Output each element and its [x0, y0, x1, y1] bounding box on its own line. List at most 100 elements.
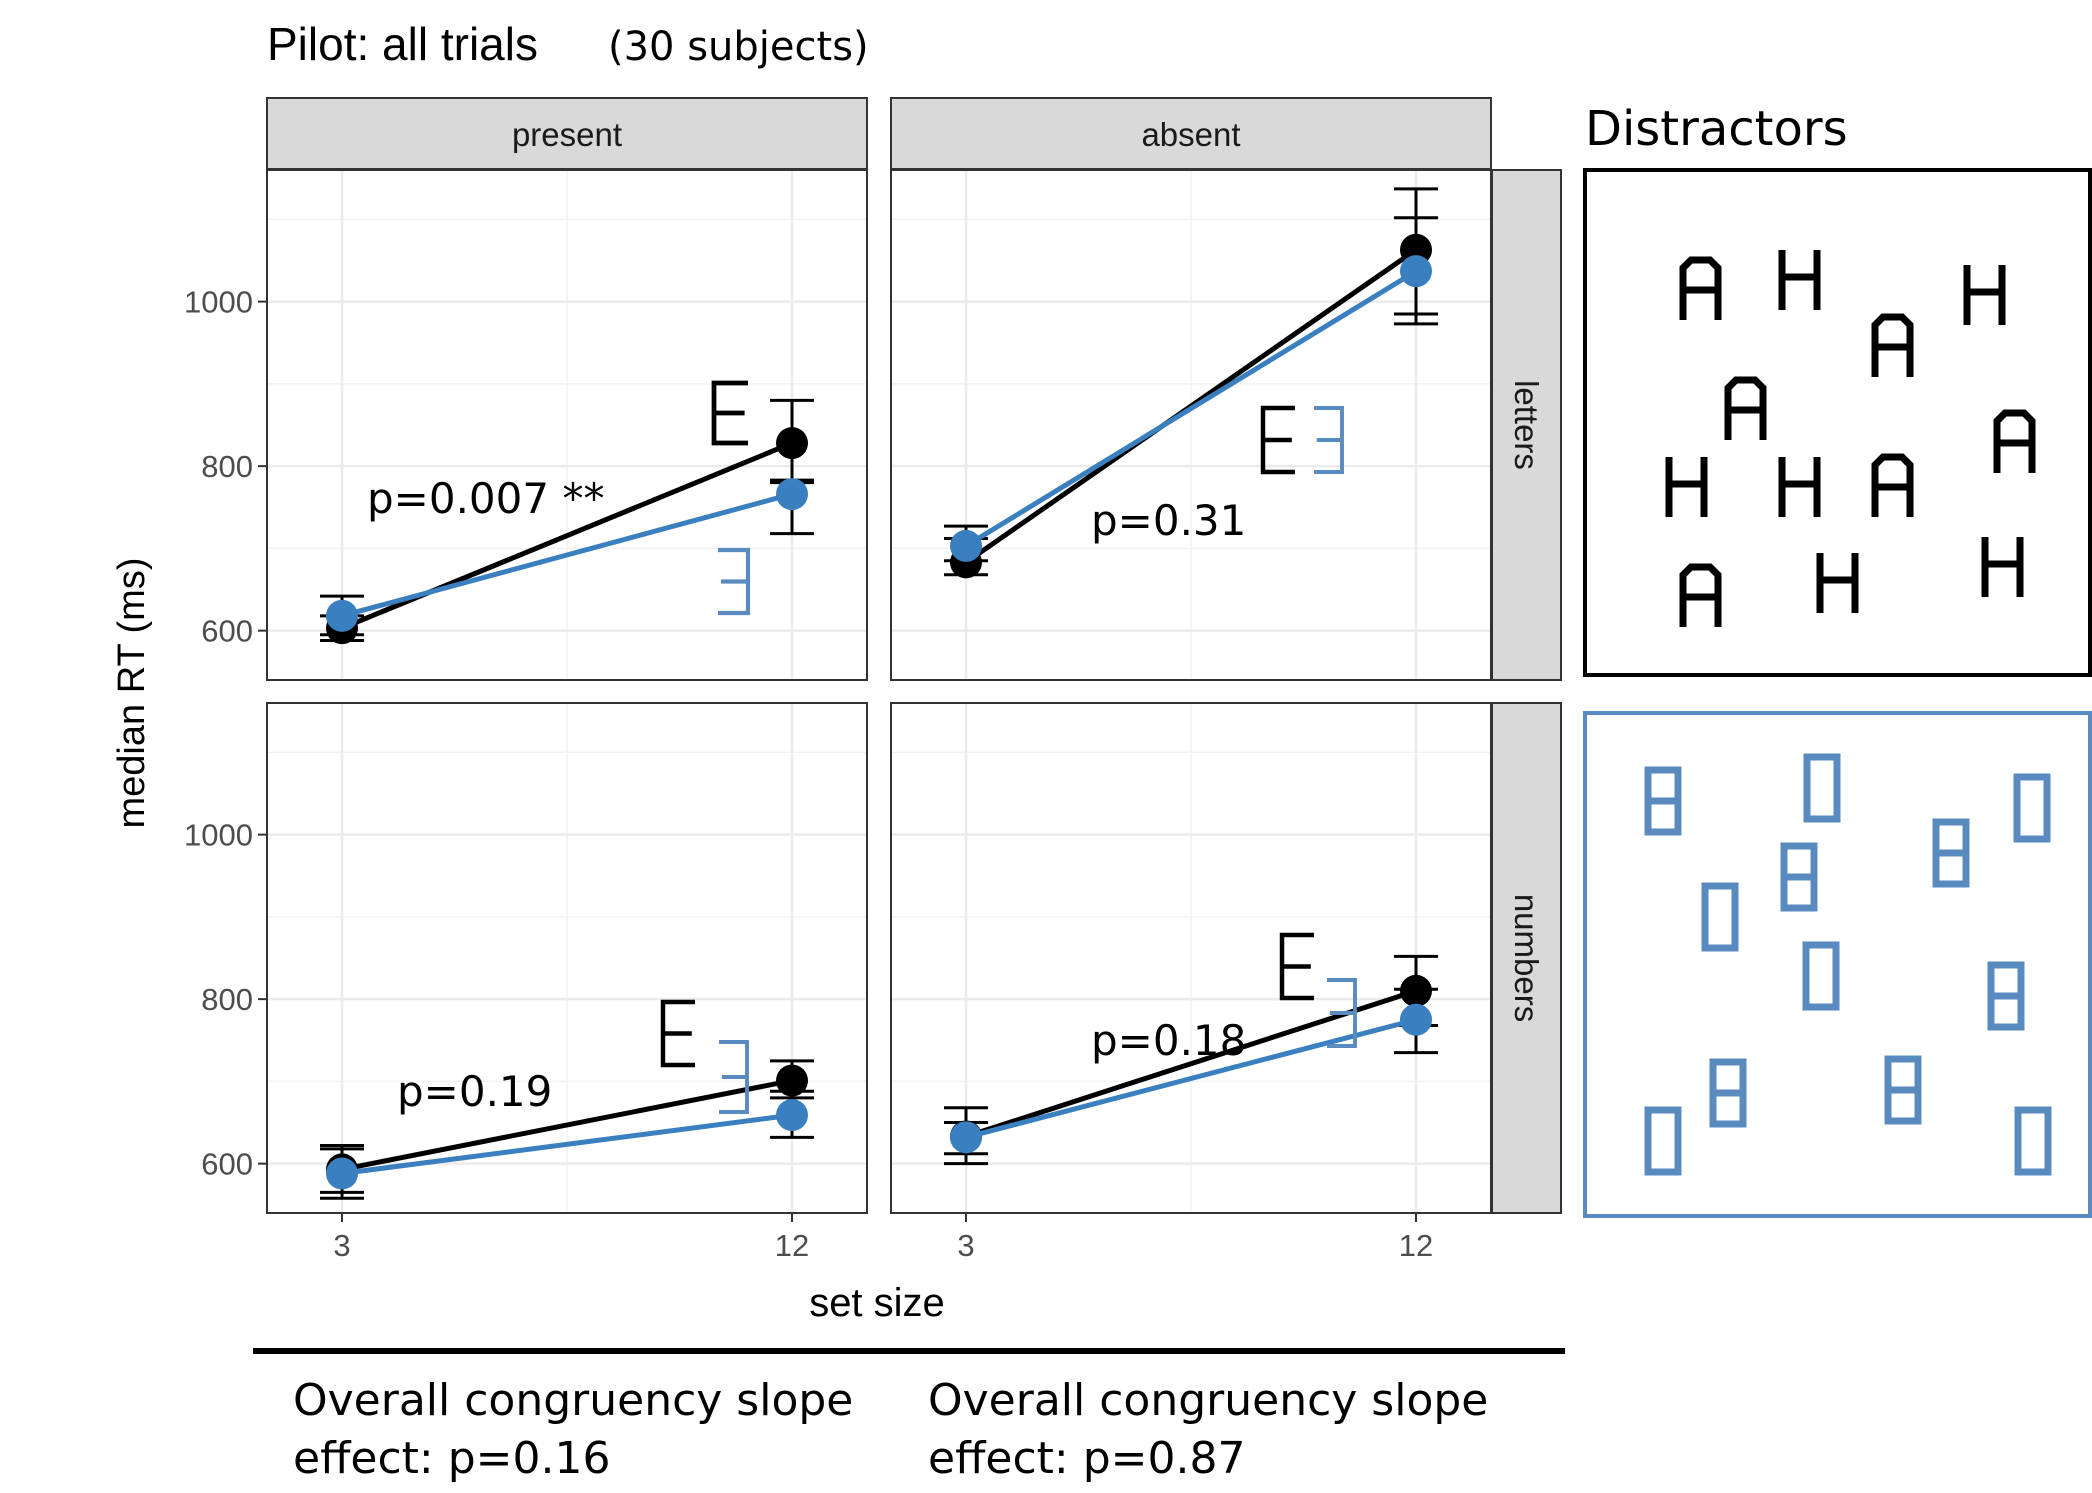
letters-distractor-glyphs: [1665, 250, 2036, 627]
series-line: [965, 1017, 1417, 1140]
series-line: [341, 1112, 793, 1176]
glyph-e-black: [1279, 932, 1314, 1001]
p-value-annotation: p=0.007 **: [367, 474, 604, 523]
glyph-stroke: [1871, 313, 1914, 377]
p-value-annotation: p=0.31: [1091, 496, 1246, 545]
facet-strip-label: absent: [1141, 116, 1240, 153]
footnote-left-line1: Overall congruency slope: [293, 1375, 853, 1426]
glyph-e-mirrored-blue: [718, 547, 751, 616]
facet-strip-label: numbers: [1508, 894, 1545, 1022]
y-axis-label: median RT (ms): [111, 558, 153, 829]
x-tick-label: 3: [333, 1228, 350, 1263]
panel-border: [890, 169, 1492, 681]
series-line: [341, 491, 793, 619]
panel-border: [890, 702, 1492, 1214]
glyph-letter-a: [1871, 313, 1914, 377]
data-point: [1400, 1003, 1432, 1036]
glyph-e-mirrored-blue: [719, 1040, 749, 1114]
glyph-letter-h: [1981, 537, 2024, 597]
glyph-stroke: [1724, 376, 1767, 440]
data-point: [776, 427, 808, 460]
panel-absent-numbers: p=0.18: [890, 702, 1492, 1214]
footnote-right-line1: Overall congruency slope: [928, 1375, 1488, 1426]
glyph-e-mirrored-blue: [1314, 406, 1344, 474]
series-line: [964, 269, 1418, 549]
series-blue: [944, 987, 1438, 1166]
glyph-letter-a: [1679, 256, 1722, 320]
glyph-digit-0: [1802, 941, 1840, 1011]
panel-present-numbers: p=0.19: [266, 702, 868, 1214]
panel-border: [266, 169, 868, 681]
p-value-annotation: p=0.18: [1091, 1016, 1246, 1065]
panel-border: [266, 702, 868, 1214]
glyph-letter-h: [1665, 457, 1708, 517]
data-point: [1400, 255, 1432, 288]
y-tick-label: 600: [201, 614, 253, 649]
x-tick-label: 3: [957, 1228, 974, 1263]
glyph-digit-0: [2013, 773, 2051, 843]
glyph-stroke: [1679, 563, 1722, 627]
facet-strip-label: present: [512, 116, 622, 153]
footnote-right-line2: effect: p=0.87: [928, 1433, 1245, 1484]
glyph-letter-a: [1724, 376, 1767, 440]
y-tick-label: 1000: [184, 285, 253, 320]
glyph-digit-8: [1780, 842, 1818, 912]
glyph-digit-0: [1644, 1106, 1682, 1176]
glyph-letter-a: [1679, 563, 1722, 627]
data-point: [776, 478, 808, 511]
facet-strip-label: letters: [1508, 380, 1545, 470]
numbers-distractor-glyphs: [1644, 753, 2052, 1176]
facet-strip-absent: [890, 97, 1492, 170]
data-point: [326, 1157, 358, 1190]
glyph-letter-a: [1993, 409, 2036, 473]
data-point: [326, 599, 358, 632]
glyph-digit-8: [1884, 1055, 1922, 1125]
chart-title: Pilot: all trials: [267, 18, 538, 70]
glyph-stroke: [1679, 256, 1722, 320]
facet-strip-present: [266, 97, 868, 170]
glyph-digit-8: [1709, 1058, 1747, 1128]
data-point: [950, 1121, 982, 1154]
panel-present-letters: p=0.007 **: [266, 169, 868, 681]
glyph-letter-h: [1816, 553, 1859, 613]
facet-strip-letters: [1491, 169, 1562, 681]
series-blue: [320, 478, 814, 637]
data-point: [776, 1064, 808, 1097]
series-blue: [320, 1089, 814, 1200]
y-tick-label: 600: [201, 1147, 253, 1182]
glyph-digit-8: [1644, 766, 1682, 836]
glyph-letter-h: [1963, 265, 2006, 325]
data-point: [950, 529, 982, 562]
panel-absent-letters: p=0.31: [890, 169, 1492, 681]
series-blue: [944, 216, 1438, 563]
glyph-digit-0: [2014, 1106, 2052, 1176]
p-value-annotation: p=0.19: [397, 1067, 552, 1116]
footnote-left-line2: effect: p=0.16: [293, 1433, 610, 1484]
glyph-e-mirrored-blue: [1327, 978, 1357, 1048]
facet-strip-numbers: [1491, 702, 1562, 1214]
distractors-label: Distractors: [1585, 101, 1848, 157]
x-tick-label: 12: [1399, 1228, 1433, 1263]
y-tick-label: 800: [201, 982, 253, 1017]
x-tick-label: 12: [775, 1228, 809, 1263]
glyph-digit-0: [1701, 882, 1739, 952]
glyph-digit-0: [1803, 753, 1841, 823]
glyph-e-black: [711, 380, 748, 446]
glyph-stroke: [1993, 409, 2036, 473]
series-line: [341, 1078, 793, 1172]
y-tick-label: 800: [201, 449, 253, 484]
glyph-letter-h: [1778, 250, 1821, 310]
glyph-digit-8: [1987, 961, 2025, 1031]
glyph-letter-h: [1778, 457, 1821, 517]
data-point: [776, 1099, 808, 1132]
glyph-letter-a: [1871, 453, 1914, 517]
y-tick-label: 1000: [184, 818, 253, 853]
glyph-e-black: [660, 999, 695, 1068]
series-line: [965, 988, 1417, 1139]
glyph-stroke: [1871, 453, 1914, 517]
glyph-digit-8: [1932, 818, 1970, 888]
letters-distractor-box: [1583, 168, 2092, 677]
facet-grid: present absent letters numbers p=0.007 ** p=0…: [184, 97, 1562, 1263]
chart-subtitle: (30 subjects): [608, 24, 869, 70]
